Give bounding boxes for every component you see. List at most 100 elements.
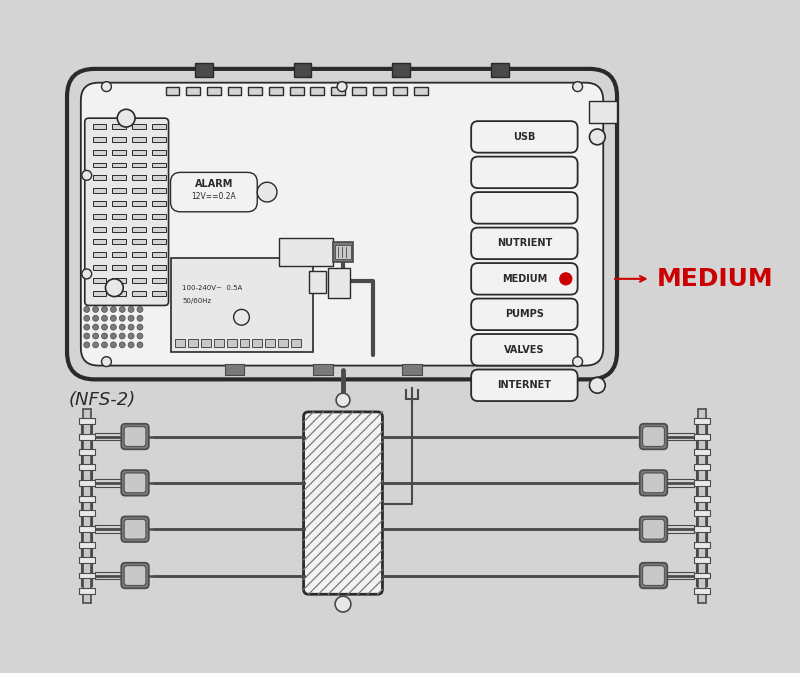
Bar xyxy=(132,201,146,206)
Bar xyxy=(93,176,106,180)
Bar xyxy=(79,418,94,424)
Circle shape xyxy=(102,81,111,92)
FancyBboxPatch shape xyxy=(642,566,664,586)
Bar xyxy=(269,87,283,94)
Circle shape xyxy=(106,279,123,297)
Bar xyxy=(112,137,126,142)
Bar xyxy=(694,511,710,516)
Bar xyxy=(79,557,94,563)
Bar xyxy=(152,188,166,193)
Bar xyxy=(152,227,166,232)
FancyBboxPatch shape xyxy=(640,470,667,496)
Bar xyxy=(112,278,126,283)
FancyBboxPatch shape xyxy=(471,121,578,153)
Bar xyxy=(79,526,94,532)
Bar xyxy=(175,339,186,347)
FancyBboxPatch shape xyxy=(67,69,617,380)
Circle shape xyxy=(137,324,143,330)
Bar xyxy=(226,339,237,347)
Circle shape xyxy=(234,310,250,325)
Circle shape xyxy=(102,316,107,321)
Text: INTERNET: INTERNET xyxy=(498,380,551,390)
Bar xyxy=(112,291,126,295)
Bar xyxy=(82,455,90,511)
Circle shape xyxy=(336,393,350,407)
Text: VALVES: VALVES xyxy=(504,345,545,355)
Bar xyxy=(79,450,94,455)
Bar xyxy=(694,526,710,532)
Circle shape xyxy=(337,81,347,92)
Bar xyxy=(698,548,706,603)
Circle shape xyxy=(137,333,143,339)
FancyBboxPatch shape xyxy=(303,412,382,594)
Circle shape xyxy=(128,306,134,312)
Bar xyxy=(279,238,333,266)
Bar xyxy=(373,87,386,94)
FancyBboxPatch shape xyxy=(122,516,149,542)
FancyBboxPatch shape xyxy=(471,334,578,365)
Circle shape xyxy=(110,333,116,339)
Text: 50/60Hz: 50/60Hz xyxy=(182,297,211,304)
Bar xyxy=(394,87,407,94)
Circle shape xyxy=(110,316,116,321)
Bar xyxy=(112,176,126,180)
Circle shape xyxy=(102,342,107,348)
Circle shape xyxy=(119,324,125,330)
FancyBboxPatch shape xyxy=(471,263,578,295)
Bar xyxy=(132,240,146,244)
Bar xyxy=(82,501,90,557)
Circle shape xyxy=(102,333,107,339)
Bar xyxy=(228,87,242,94)
Bar xyxy=(132,137,146,142)
Circle shape xyxy=(84,342,90,348)
Bar xyxy=(132,214,146,219)
Bar xyxy=(112,124,126,129)
Bar xyxy=(132,124,146,129)
Bar xyxy=(93,201,106,206)
Circle shape xyxy=(102,324,107,330)
Bar xyxy=(186,87,200,94)
FancyBboxPatch shape xyxy=(642,473,664,493)
Bar xyxy=(195,63,213,77)
FancyBboxPatch shape xyxy=(85,118,169,306)
Bar xyxy=(152,137,166,142)
Circle shape xyxy=(102,357,111,367)
Bar xyxy=(132,162,146,168)
FancyBboxPatch shape xyxy=(640,424,667,450)
Bar xyxy=(152,278,166,283)
Circle shape xyxy=(84,324,90,330)
FancyBboxPatch shape xyxy=(640,563,667,588)
Bar xyxy=(352,87,366,94)
Circle shape xyxy=(573,357,582,367)
Bar xyxy=(93,265,106,270)
Bar xyxy=(188,339,198,347)
FancyBboxPatch shape xyxy=(122,424,149,450)
FancyBboxPatch shape xyxy=(471,192,578,223)
Bar xyxy=(112,252,126,257)
Circle shape xyxy=(573,81,582,92)
FancyBboxPatch shape xyxy=(122,563,149,588)
Bar xyxy=(93,124,106,129)
Text: 12V==0.2A: 12V==0.2A xyxy=(191,192,236,201)
Circle shape xyxy=(128,333,134,339)
FancyBboxPatch shape xyxy=(124,566,146,586)
Bar xyxy=(93,137,106,142)
Bar xyxy=(132,278,146,283)
Circle shape xyxy=(110,324,116,330)
Bar xyxy=(112,201,126,206)
Bar xyxy=(152,252,166,257)
Circle shape xyxy=(84,333,90,339)
Circle shape xyxy=(84,316,90,321)
Bar xyxy=(79,588,94,594)
Bar xyxy=(694,464,710,470)
Bar xyxy=(79,464,94,470)
Bar xyxy=(132,188,146,193)
Circle shape xyxy=(118,109,135,127)
Bar xyxy=(112,214,126,219)
Circle shape xyxy=(93,316,98,321)
Circle shape xyxy=(93,342,98,348)
Bar xyxy=(402,363,422,376)
Bar xyxy=(112,240,126,244)
Bar xyxy=(694,573,710,579)
Bar xyxy=(207,87,221,94)
